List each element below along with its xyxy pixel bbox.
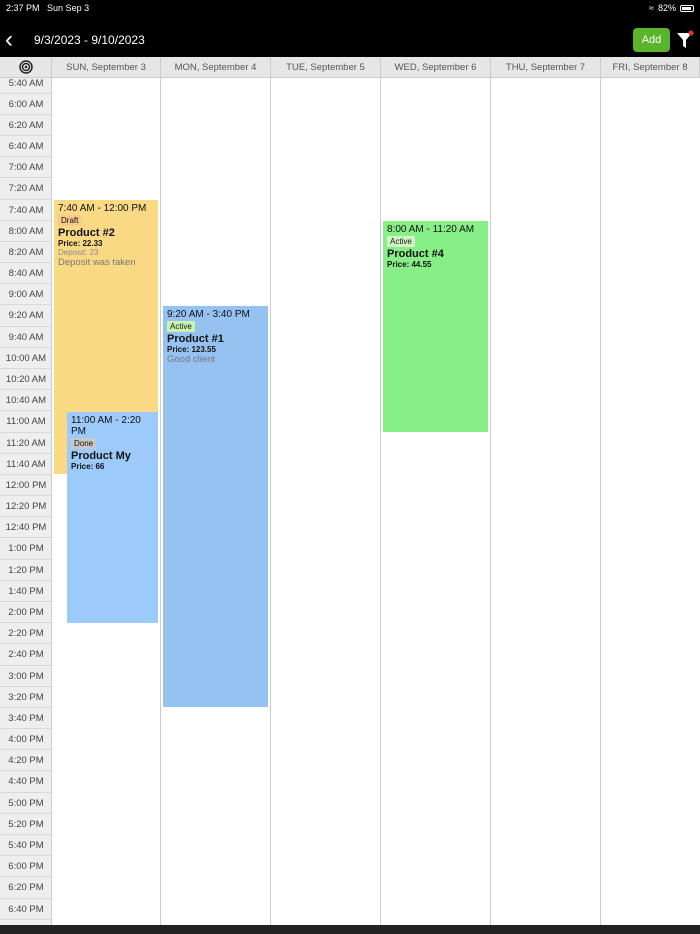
time-label: 7:20 AM: [0, 178, 52, 200]
time-label: 4:20 PM: [0, 750, 52, 772]
time-label: 1:20 PM: [0, 560, 52, 581]
add-button[interactable]: Add: [633, 28, 670, 52]
time-label: 4:00 PM: [0, 729, 52, 751]
status-badge: Draft: [58, 215, 82, 226]
status-indicators: ≈82%: [649, 3, 694, 13]
wifi-icon: ≈: [649, 3, 654, 13]
date-range-title: 9/3/2023 - 9/10/2023: [34, 33, 145, 47]
time-label: 6:20 AM: [0, 115, 52, 137]
divider: [160, 78, 161, 925]
top-bar: 2:37 PM Sun Sep 3 ≈82% ‹ 9/3/2023 - 9/10…: [0, 0, 700, 57]
divider: [600, 78, 601, 925]
time-label: 6:00 AM: [0, 94, 52, 115]
divider: [490, 78, 491, 925]
status-time: 2:37 PM Sun Sep 3: [6, 3, 90, 13]
status-badge: Active: [167, 321, 195, 332]
time-label: 5:40 PM: [0, 835, 52, 857]
time-label: 12:00 PM: [0, 475, 52, 497]
day-header[interactable]: THU, September 7: [491, 57, 601, 78]
day-header[interactable]: FRI, September 8: [601, 57, 700, 78]
time-label: 9:20 AM: [0, 305, 52, 327]
day-header[interactable]: WED, September 6: [381, 57, 491, 78]
divider: [380, 78, 381, 925]
time-label: 10:20 AM: [0, 369, 52, 391]
event-product-1[interactable]: 9:20 AM - 3:40 PM Active Product #1 Pric…: [163, 306, 268, 707]
time-label: 6:00 PM: [0, 856, 52, 878]
time-label: 6:40 AM: [0, 136, 52, 158]
status-badge: Active: [387, 236, 415, 247]
time-label: 12:40 PM: [0, 517, 52, 539]
day-header[interactable]: MON, September 4: [161, 57, 271, 78]
time-label: 9:40 AM: [0, 327, 52, 348]
time-label: 2:00 PM: [0, 602, 52, 624]
filter-icon[interactable]: [676, 30, 694, 50]
time-label: 10:40 AM: [0, 390, 52, 412]
time-label: 5:20 PM: [0, 814, 52, 835]
day-header[interactable]: SUN, September 3: [52, 57, 161, 78]
time-label: 5:40 AM: [0, 78, 52, 94]
time-label: 11:40 AM: [0, 454, 52, 475]
settings-button[interactable]: [0, 57, 52, 78]
time-label: 2:20 PM: [0, 623, 52, 645]
time-label: 8:20 AM: [0, 242, 52, 264]
time-label: 9:00 AM: [0, 284, 52, 306]
event-product-my[interactable]: 11:00 AM - 2:20 PM Done Product My Price…: [67, 412, 158, 623]
time-label: 12:20 PM: [0, 496, 52, 518]
time-label: 11:20 AM: [0, 433, 52, 454]
day-header[interactable]: TUE, September 5: [271, 57, 381, 78]
event-product-4[interactable]: 8:00 AM - 11:20 AM Active Product #4 Pri…: [383, 221, 488, 432]
time-label: 6:40 PM: [0, 899, 52, 920]
time-label: 8:40 AM: [0, 263, 52, 285]
back-button[interactable]: ‹: [5, 26, 13, 53]
time-label: 1:40 PM: [0, 581, 52, 602]
time-label: 6:20 PM: [0, 877, 52, 899]
time-label: 10:00 AM: [0, 348, 52, 369]
gear-icon: [18, 60, 33, 74]
time-label: 11:00 AM: [0, 411, 52, 433]
day-header-row: SUN, September 3 MON, September 4 TUE, S…: [0, 57, 700, 78]
status-badge: Done: [71, 438, 97, 449]
time-label: 8:00 AM: [0, 221, 52, 242]
time-label: 2:40 PM: [0, 644, 52, 666]
time-label: 3:00 PM: [0, 666, 52, 687]
time-label: 3:20 PM: [0, 687, 52, 708]
time-label: 4:40 PM: [0, 771, 52, 793]
divider: [270, 78, 271, 925]
time-label: 7:40 AM: [0, 200, 52, 221]
battery-icon: [680, 4, 694, 12]
time-label: 5:00 PM: [0, 793, 52, 814]
bottom-bar: [0, 925, 700, 934]
time-column: 5:40 AM 6:00 AM 6:20 AM 6:40 AM 7:00 AM 7:20 …: [0, 78, 52, 925]
calendar-grid[interactable]: 5:40 AM 6:00 AM 6:20 AM 6:40 AM 7:00 AM 7:20 …: [0, 78, 700, 925]
time-label: 7:00 AM: [0, 157, 52, 179]
time-label: 3:40 PM: [0, 708, 52, 730]
time-label: 1:00 PM: [0, 538, 52, 560]
